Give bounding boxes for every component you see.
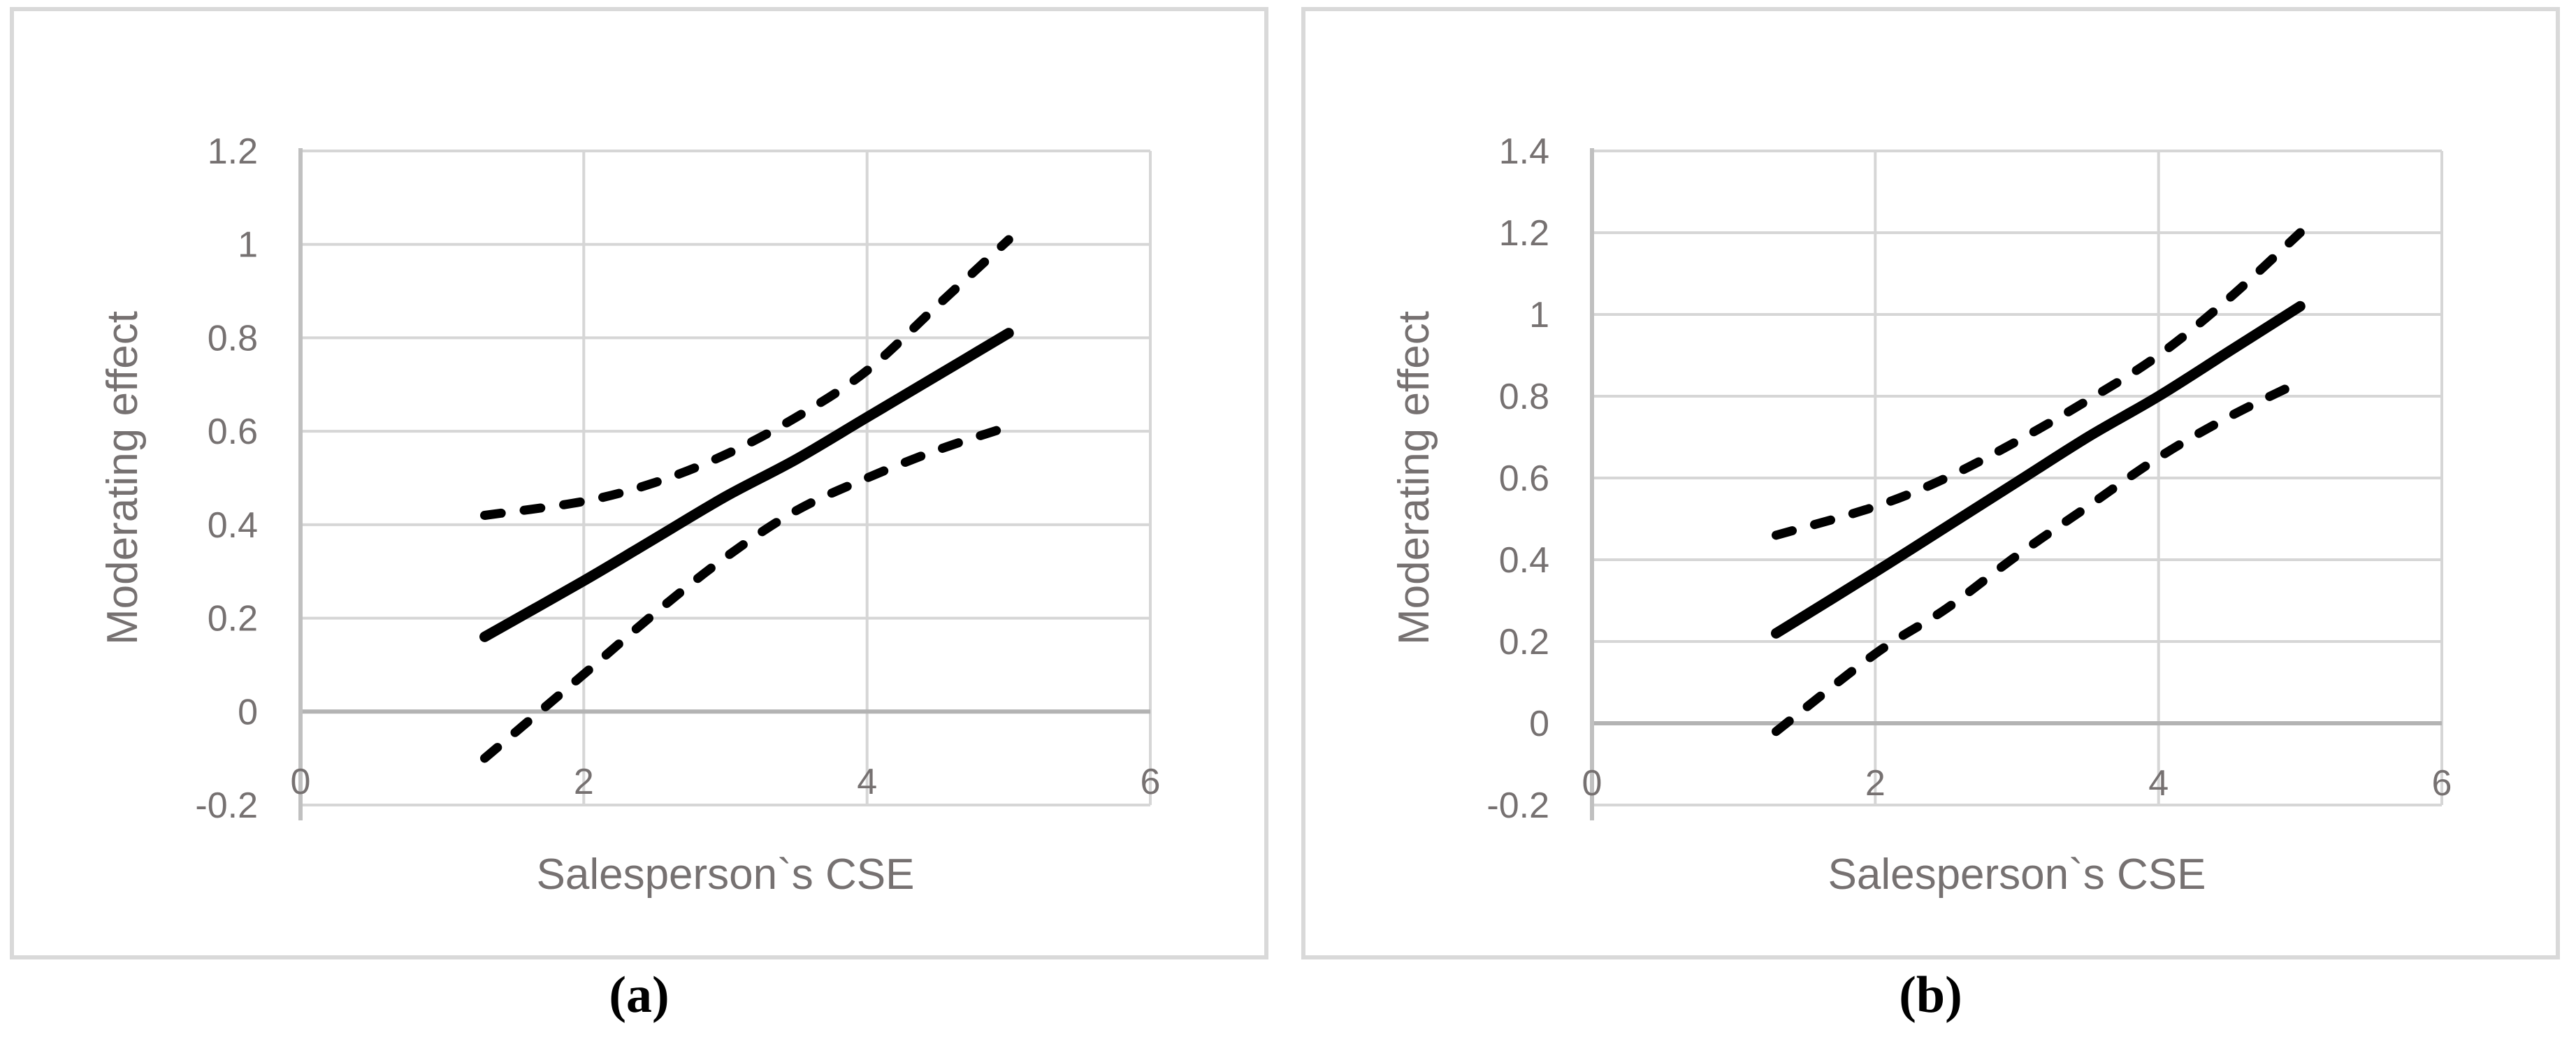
grid-b	[1590, 148, 2443, 820]
x-tick-label: 4	[2148, 763, 2169, 804]
y-tick-label: 0.8	[1499, 377, 1549, 417]
lower-confidence-bound-line	[480, 422, 1013, 763]
moderating-effect-line	[1771, 300, 2306, 639]
chart-panel-b: 1.4 1.2 1 0.8 0.6 0.4 0.2 0 -0.2 0 2 4 6 Moderating …	[1301, 7, 2560, 959]
x-tick-label: 0	[291, 762, 311, 802]
chart-b-canvas: 1.4 1.2 1 0.8 0.6 0.4 0.2 0 -0.2 0 2 4 6 Moderating …	[1390, 131, 2452, 899]
y-tick-label: 0.2	[1499, 622, 1549, 662]
x-tick-label: 2	[574, 762, 594, 802]
y-tick-label: -0.2	[1486, 785, 1549, 826]
tick-labels-a: 1.2 1 0.8 0.6 0.4 0.2 0 -0.2 0 2 4 6	[195, 131, 1160, 826]
y-tick-label: 1	[1529, 295, 1549, 335]
series-a	[479, 235, 1014, 763]
lower-confidence-bound-line	[1772, 377, 2305, 737]
y-tick-label: 0.6	[208, 412, 258, 452]
y-tick-label: 0.4	[1499, 540, 1549, 581]
y-tick-label: 0.4	[208, 505, 258, 546]
upper-confidence-bound-line	[1772, 228, 2305, 540]
x-tick-label: 0	[1582, 763, 1602, 804]
tick-labels-b: 1.4 1.2 1 0.8 0.6 0.4 0.2 0 -0.2 0 2 4 6	[1486, 131, 2452, 826]
y-axis-title-b: Moderating effect	[1390, 311, 1438, 645]
x-tick-label: 4	[857, 762, 877, 802]
y-tick-label: 1.2	[208, 131, 258, 172]
x-axis-title-b: Salesperson`s CSE	[1828, 850, 2206, 899]
grid-a	[298, 148, 1152, 820]
y-axis-title-a: Moderating effect	[99, 311, 147, 645]
x-axis-title-a: Salesperson`s CSE	[536, 850, 914, 899]
chart-panel-a: 1.2 1 0.8 0.6 0.4 0.2 0 -0.2 0 2 4 6 Moderating eff…	[10, 7, 1268, 959]
y-tick-label: 0.2	[208, 599, 258, 639]
y-tick-label: -0.2	[195, 785, 258, 826]
x-tick-label: 6	[1141, 762, 1161, 802]
x-tick-label: 2	[1865, 763, 1886, 804]
y-tick-label: 1.4	[1499, 131, 1549, 172]
x-tick-label: 6	[2432, 763, 2452, 804]
caption-b: (b)	[1899, 966, 1962, 1024]
series-b	[1771, 228, 2306, 737]
caption-a: (a)	[609, 966, 670, 1024]
y-tick-label: 0	[238, 692, 258, 732]
y-tick-label: 1	[238, 225, 258, 266]
y-tick-label: 0	[1529, 704, 1549, 744]
moderating-effect-line	[479, 328, 1014, 642]
y-tick-label: 1.2	[1499, 213, 1549, 254]
upper-confidence-bound-line	[480, 235, 1013, 520]
y-tick-label: 0.8	[208, 318, 258, 358]
y-tick-label: 0.6	[1499, 458, 1549, 499]
chart-a-canvas: 1.2 1 0.8 0.6 0.4 0.2 0 -0.2 0 2 4 6 Moderating eff…	[99, 131, 1160, 899]
